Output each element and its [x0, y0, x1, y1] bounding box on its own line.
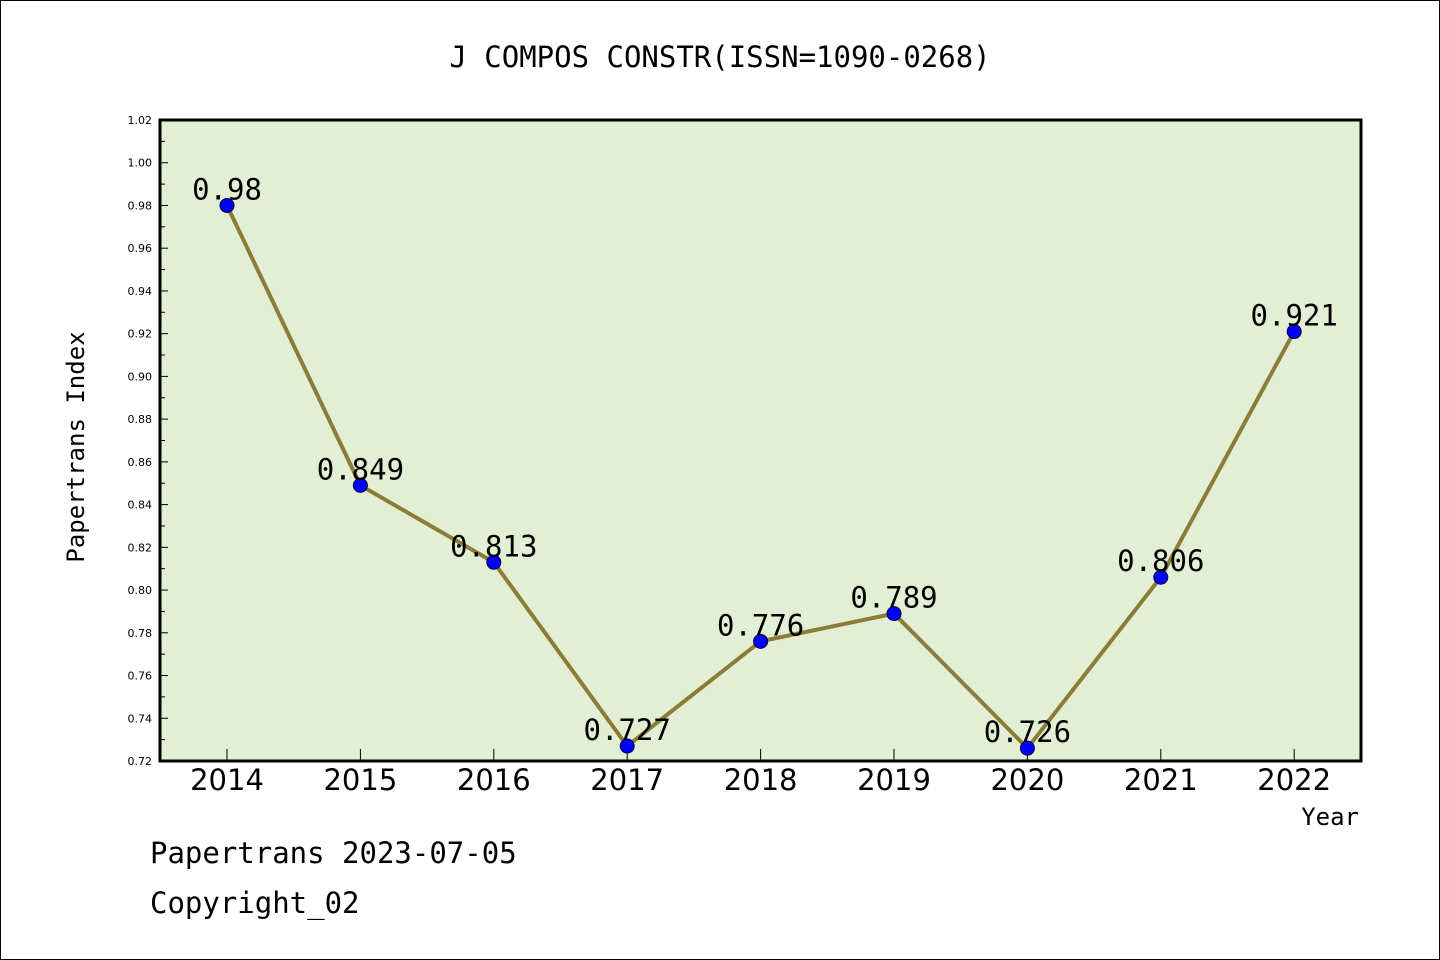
x-tick-label: 2020: [990, 763, 1064, 797]
data-label: 0.806: [1117, 544, 1204, 578]
y-tick-label: 0.88: [128, 413, 153, 426]
footer-date: Papertrans 2023-07-05: [150, 836, 517, 870]
data-point: [1019, 740, 1035, 756]
x-tick-label: 2018: [724, 763, 798, 797]
y-tick-label: 0.76: [128, 670, 153, 683]
plot-area: [158, 118, 1363, 763]
x-tick-label: 2019: [857, 763, 931, 797]
data-point: [753, 633, 769, 649]
footer-copyright: Copyright_02: [150, 886, 360, 920]
y-tick-label: 0.96: [128, 242, 153, 255]
y-tick-label: 0.84: [128, 499, 153, 512]
data-point: [352, 477, 368, 493]
data-label: 0.921: [1251, 299, 1338, 333]
x-tick-label: 2021: [1124, 763, 1198, 797]
x-tick-label: 2014: [190, 763, 264, 797]
y-tick-label: 0.90: [128, 370, 153, 383]
y-tick-label: 1.00: [128, 157, 153, 170]
series-markers: [219, 197, 1302, 756]
y-tick-label: 0.82: [128, 541, 153, 554]
y-tick-label: 0.86: [128, 456, 153, 469]
y-tick-label: 0.98: [128, 199, 153, 212]
y-tick-label: 1.02: [128, 114, 153, 127]
chart-title: J COMPOS CONSTR(ISSN=1090-0268): [449, 40, 990, 74]
data-label: 0.727: [584, 713, 671, 747]
data-label: 0.849: [317, 452, 404, 486]
data-point: [219, 197, 235, 213]
data-label: 0.813: [450, 529, 537, 563]
x-tick-label: 2022: [1257, 763, 1331, 797]
data-point: [486, 554, 502, 570]
x-tick-label: 2017: [590, 763, 664, 797]
data-point: [1153, 569, 1169, 585]
data-label: 0.789: [850, 581, 937, 615]
y-tick-label: 0.92: [128, 328, 153, 341]
x-axis: 2014 2015 2016 2017 2018 2019 2020 2021 2022: [190, 749, 1331, 797]
data-point: [886, 606, 902, 622]
y-axis: 0.72 0.74 0.76 0.78 0.80 0.82 0.84 0.86 0.88 0.90…: [128, 114, 168, 768]
y-axis-label: Papertrans Index: [62, 331, 90, 562]
data-label: 0.726: [984, 715, 1071, 749]
x-axis-label: Year: [1301, 803, 1359, 831]
x-tick-label: 2015: [323, 763, 397, 797]
data-label: 0.98: [192, 172, 262, 206]
x-tick-label: 2016: [457, 763, 531, 797]
y-tick-label: 0.80: [128, 584, 153, 597]
data-label: 0.776: [717, 608, 804, 642]
y-tick-label: 0.74: [128, 712, 153, 725]
y-tick-label: 0.72: [128, 755, 153, 768]
data-point: [1286, 324, 1302, 340]
y-tick-label: 0.78: [128, 627, 153, 640]
y-tick-label: 0.94: [128, 285, 153, 298]
data-labels: 0.98 0.849 0.813 0.727 0.776 0.789 0.726 0.806 0…: [192, 172, 1338, 749]
data-point: [619, 738, 635, 754]
